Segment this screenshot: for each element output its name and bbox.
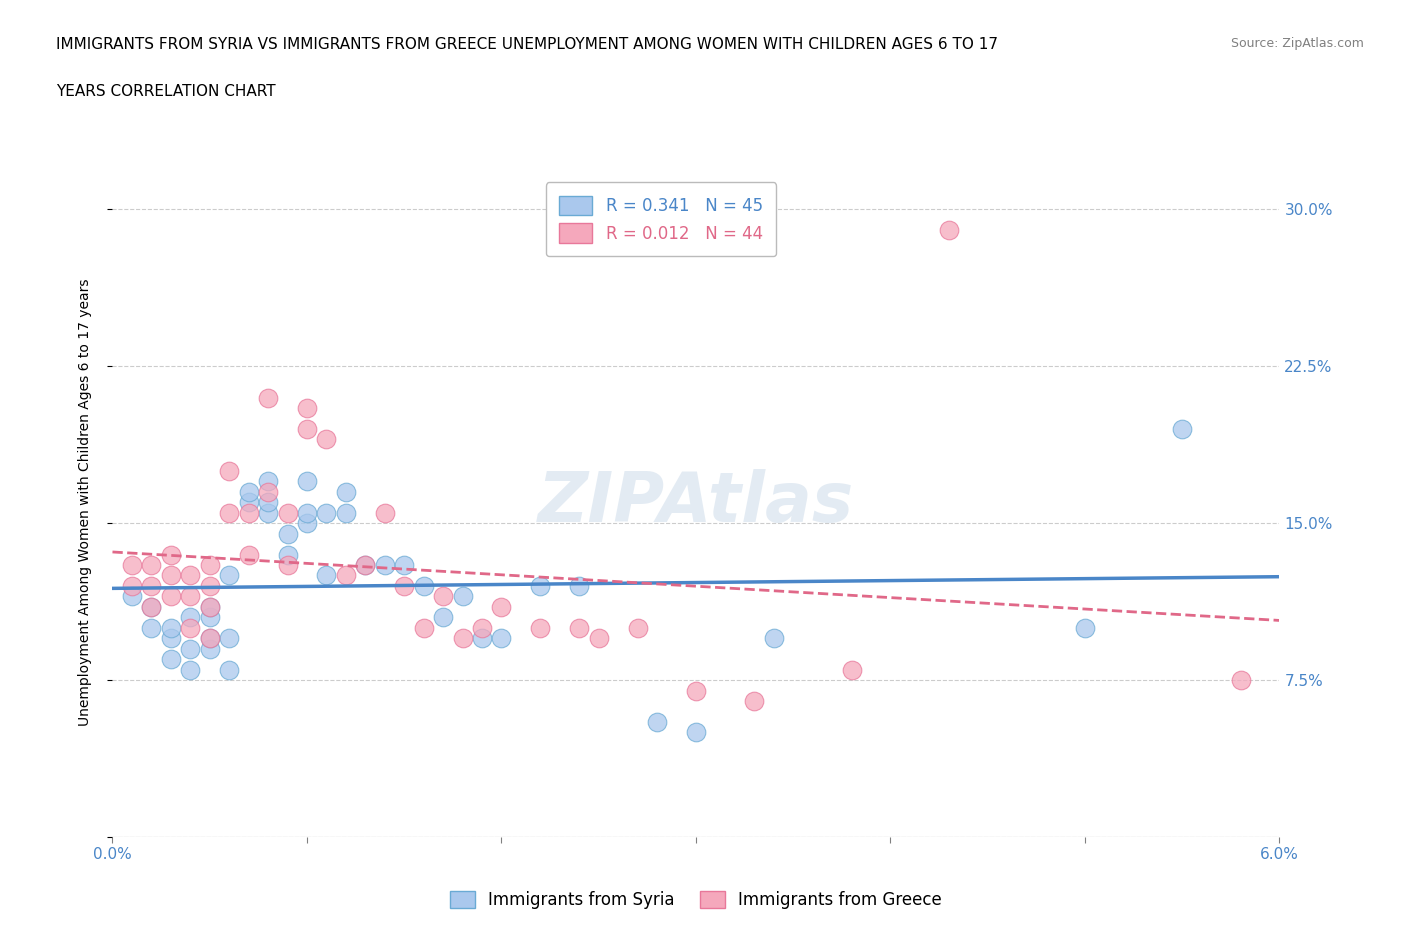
Point [238,547,260,562]
Point [141,620,163,635]
Point [432,610,454,625]
Point [276,526,298,541]
Point [141,578,163,593]
Point [257,495,280,510]
Point [295,516,318,531]
Point [762,631,785,645]
Point [588,631,610,645]
Point [238,505,260,520]
Point [179,620,201,635]
Point [354,558,377,573]
Point [685,725,707,740]
Point [315,568,337,583]
Point [198,610,221,625]
Point [276,547,298,562]
Point [141,600,163,615]
Point [160,589,183,604]
Point [218,505,240,520]
Point [568,578,591,593]
Point [257,391,280,405]
Point [160,620,183,635]
Point [841,662,863,677]
Point [276,505,298,520]
Point [432,589,454,604]
Text: ZIPAtlas: ZIPAtlas [538,469,853,536]
Point [257,485,280,499]
Point [645,714,668,729]
Point [335,485,357,499]
Point [179,568,201,583]
Point [374,558,396,573]
Point [392,578,416,593]
Point [295,474,318,489]
Point [160,547,183,562]
Point [121,558,143,573]
Point [295,421,318,436]
Point [160,631,183,645]
Point [179,589,201,604]
Point [218,463,240,478]
Point [335,505,357,520]
Point [295,401,318,416]
Point [568,620,591,635]
Point [471,620,494,635]
Point [491,631,513,645]
Point [276,558,298,573]
Point [218,568,240,583]
Point [198,631,221,645]
Point [315,432,337,447]
Point [218,631,240,645]
Point [392,558,416,573]
Point [141,600,163,615]
Point [238,495,260,510]
Point [1171,421,1194,436]
Point [685,683,707,698]
Point [1074,620,1097,635]
Point [451,631,474,645]
Point [121,589,143,604]
Point [451,589,474,604]
Point [238,485,260,499]
Point [412,578,434,593]
Point [529,578,551,593]
Point [179,662,201,677]
Point [412,620,434,635]
Y-axis label: Unemployment Among Women with Children Ages 6 to 17 years: Unemployment Among Women with Children A… [77,278,91,726]
Point [529,620,551,635]
Point [315,505,337,520]
Text: YEARS CORRELATION CHART: YEARS CORRELATION CHART [56,84,276,99]
Point [627,620,650,635]
Point [141,558,163,573]
Point [121,578,143,593]
Point [938,223,960,238]
Point [198,600,221,615]
Point [257,505,280,520]
Point [1229,672,1251,687]
Point [218,662,240,677]
Text: Source: ZipAtlas.com: Source: ZipAtlas.com [1230,37,1364,50]
Point [374,505,396,520]
Point [354,558,377,573]
Point [198,578,221,593]
Text: IMMIGRANTS FROM SYRIA VS IMMIGRANTS FROM GREECE UNEMPLOYMENT AMONG WOMEN WITH CH: IMMIGRANTS FROM SYRIA VS IMMIGRANTS FROM… [56,37,998,52]
Point [198,600,221,615]
Point [257,474,280,489]
Point [179,610,201,625]
Point [335,568,357,583]
Point [471,631,494,645]
Point [198,642,221,657]
Point [179,642,201,657]
Point [160,568,183,583]
Point [742,694,765,709]
Legend: R = 0.341   N = 45, R = 0.012   N = 44: R = 0.341 N = 45, R = 0.012 N = 44 [546,182,776,256]
Point [198,558,221,573]
Point [491,600,513,615]
Point [295,505,318,520]
Point [160,652,183,667]
Point [198,631,221,645]
